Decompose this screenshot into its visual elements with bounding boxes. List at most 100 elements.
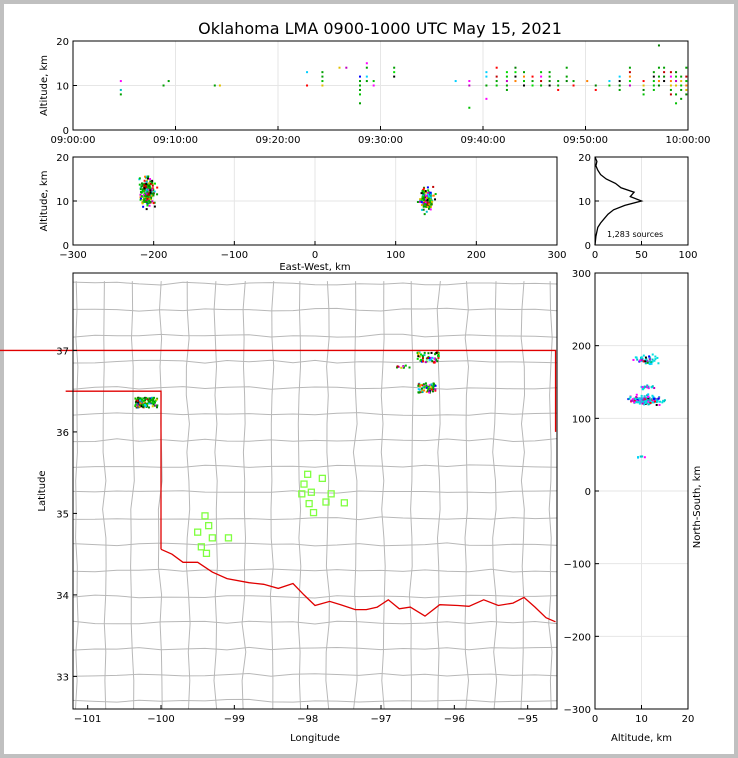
map-source-point xyxy=(395,366,398,369)
time-y-tick-label: 0 xyxy=(63,126,69,137)
time-source-point xyxy=(365,62,368,65)
map-source-point xyxy=(139,397,142,400)
ew-source-point xyxy=(138,177,141,180)
ew-source-point xyxy=(151,187,154,190)
ns-source-point xyxy=(648,355,651,358)
map-source-point xyxy=(423,386,426,389)
ns-source-point xyxy=(640,394,643,397)
ew-source-point xyxy=(425,210,428,213)
map-source-point xyxy=(432,383,435,386)
county-line xyxy=(72,698,558,703)
ns-source-point xyxy=(647,400,650,403)
ew-source-point xyxy=(423,191,426,194)
time-source-point xyxy=(628,84,631,87)
ew-tick-label: −100 xyxy=(221,250,248,261)
ns-source-point xyxy=(646,361,649,364)
time-source-point xyxy=(669,71,672,74)
map-source-point xyxy=(421,357,424,360)
map-source-point xyxy=(151,401,154,404)
ns-source-point xyxy=(647,403,650,406)
time-source-point xyxy=(618,84,621,87)
time-source-point xyxy=(642,93,645,96)
ew-source-point xyxy=(427,197,430,200)
ew-source-point xyxy=(420,201,423,204)
time-source-point xyxy=(468,106,471,109)
ew-source-point xyxy=(426,186,429,189)
time-source-point xyxy=(642,84,645,87)
ew-source-point xyxy=(434,198,437,201)
ew-source-point xyxy=(145,192,148,195)
county-line xyxy=(548,281,553,710)
map-source-point xyxy=(417,384,420,387)
ns-source-point xyxy=(641,357,644,360)
ns-source-point xyxy=(639,359,642,362)
time-tick-label: 09:00:00 xyxy=(51,135,96,146)
ew-tick-label: 200 xyxy=(467,250,486,261)
ew-source-point xyxy=(156,186,159,189)
ew-source-point xyxy=(151,181,154,184)
map-source-point xyxy=(435,358,438,361)
map-source-point xyxy=(437,356,440,359)
ew-source-point xyxy=(141,195,144,198)
map-source-point xyxy=(153,396,156,399)
lma-station-marker xyxy=(224,534,233,542)
time-source-point xyxy=(514,75,517,78)
map-source-point xyxy=(146,402,149,405)
time-source-point xyxy=(306,84,309,87)
ew-source-point xyxy=(148,201,151,204)
time-source-point xyxy=(468,80,471,83)
ew-source-point xyxy=(148,199,151,202)
ew-source-point xyxy=(152,194,155,197)
county-line xyxy=(72,646,558,651)
ew-source-point xyxy=(145,190,148,193)
time-tick-label: 09:30:00 xyxy=(358,135,403,146)
map-source-point xyxy=(137,402,140,405)
map-source-point xyxy=(135,400,138,403)
time-source-point xyxy=(628,75,631,78)
ew-source-point xyxy=(140,191,143,194)
ew-source-point xyxy=(429,199,432,202)
county-line xyxy=(72,359,558,364)
map-source-point xyxy=(418,355,421,358)
time-source-point xyxy=(669,88,672,91)
time-tick-label: 09:20:00 xyxy=(256,135,301,146)
ew-source-point xyxy=(427,189,430,192)
map-source-point xyxy=(136,399,139,402)
ew-source-point xyxy=(422,204,425,207)
time-source-point xyxy=(485,97,488,100)
ew-source-point xyxy=(142,194,145,197)
map-source-point xyxy=(148,400,151,403)
ew-source-point xyxy=(434,193,437,196)
map-source-point xyxy=(397,365,400,368)
ns-source-point xyxy=(649,360,652,363)
ew-source-point xyxy=(148,204,151,207)
ns-source-point xyxy=(645,401,648,404)
time-source-point xyxy=(485,75,488,78)
time-source-point xyxy=(119,93,122,96)
map-source-point xyxy=(429,387,432,390)
lma-station-marker xyxy=(202,549,211,557)
map-source-point xyxy=(433,357,436,360)
ns-source-point xyxy=(650,361,653,364)
ew-source-point xyxy=(152,189,155,192)
map-source-point xyxy=(429,356,432,359)
map-source-point xyxy=(139,402,142,405)
time-source-point xyxy=(365,66,368,69)
ew-source-point xyxy=(422,197,425,200)
lma-station-marker xyxy=(327,490,335,498)
map-source-point xyxy=(425,357,428,360)
time-source-point xyxy=(531,80,534,83)
hist-tick-label: 100 xyxy=(678,250,697,261)
ew-source-point xyxy=(145,175,148,178)
time-altitude-panel: 09:00:00 09:10:00 09:20:00 09:30:00 09:40:00… xyxy=(39,37,710,146)
time-source-point xyxy=(495,66,498,69)
ew-source-point xyxy=(150,194,153,197)
map-tick-label: −96 xyxy=(444,714,465,725)
time-source-point xyxy=(565,66,568,69)
ew-tick-label: −200 xyxy=(140,250,167,261)
map-source-point xyxy=(427,387,430,390)
time-source-point xyxy=(652,84,655,87)
time-source-point xyxy=(594,88,597,91)
map-source-point xyxy=(396,365,399,368)
ns-source-point xyxy=(652,395,655,398)
